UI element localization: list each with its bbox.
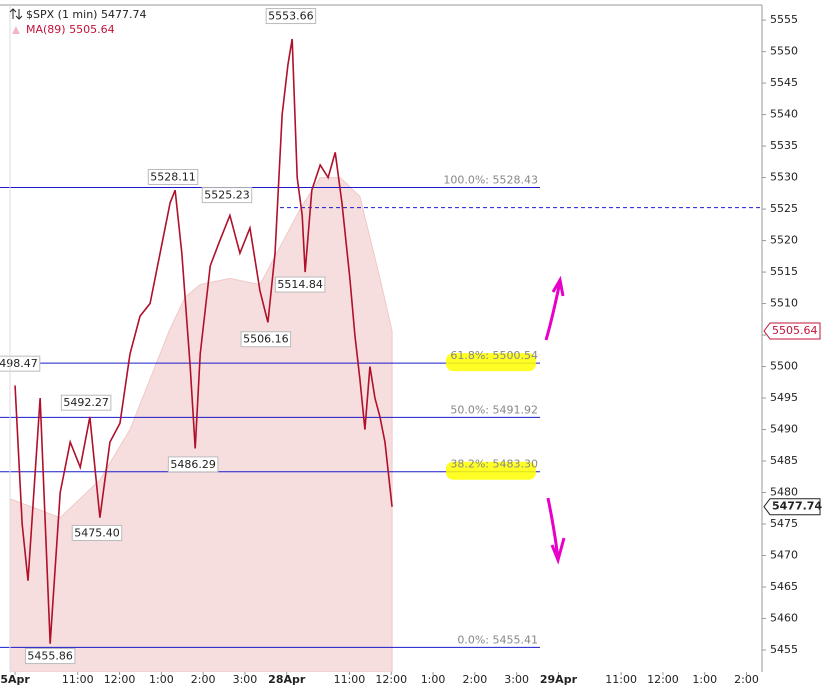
fib-label: 100.0%: 5528.43 xyxy=(443,173,538,186)
arrow-down xyxy=(546,497,566,565)
y-tick-label: 5500 xyxy=(770,360,798,373)
legend-icon xyxy=(9,8,23,20)
y-tick-label: 5520 xyxy=(770,234,798,247)
legend-value: 5477.74 xyxy=(101,8,147,21)
fib-label: 38.2%: 5483.30 xyxy=(450,458,538,471)
annotation-label: 5475.40 xyxy=(74,526,120,539)
y-tick-label: 5485 xyxy=(770,454,798,467)
annotation-label: 5492.27 xyxy=(63,396,109,409)
y-tick-label: 5540 xyxy=(770,108,798,121)
fib-label: 61.8%: 5500.54 xyxy=(450,349,538,362)
price-line xyxy=(14,38,393,644)
x-tick-label: 2:00 xyxy=(734,673,759,686)
legend-name: $SPX (1 min) xyxy=(26,8,97,21)
y-tick-label: 5545 xyxy=(770,76,798,89)
annotation-box xyxy=(24,648,76,665)
price-tag-box xyxy=(763,322,821,340)
y-tick-label: 5465 xyxy=(770,580,798,593)
axes: 5455 5460 5465 5470 5475 5480 5485 5490 5495 5500… xyxy=(0,13,822,686)
x-tick-label: 11:00 xyxy=(334,673,366,686)
annotation-box xyxy=(274,276,326,293)
annotation-box xyxy=(265,8,317,25)
annotation-label: 5553.66 xyxy=(268,10,314,23)
x-tick-label: 5Apr xyxy=(0,673,30,686)
y-tick-label: 5460 xyxy=(770,611,798,624)
y-tick-label: 5550 xyxy=(770,45,798,58)
annotation-box xyxy=(167,456,219,473)
x-tick-label: 28Apr xyxy=(268,673,306,686)
price-tag-box xyxy=(763,498,821,516)
price xyxy=(14,38,393,644)
annotation-label: 5525.23 xyxy=(204,189,250,202)
x-tick-label: 11:00 xyxy=(605,673,637,686)
y-tick-label: 5480 xyxy=(770,485,798,498)
annotation-label: 5506.16 xyxy=(243,333,289,346)
x-tick-label: 12:00 xyxy=(375,673,407,686)
x-tick-label: 1:00 xyxy=(421,673,446,686)
legend-value: 5505.64 xyxy=(69,23,115,36)
annotation-box xyxy=(71,524,123,541)
annotation-label: 5528.11 xyxy=(150,170,196,183)
price-tag: 5505.64 xyxy=(772,324,818,337)
x-tick-label: 1:00 xyxy=(692,673,717,686)
annotation-box xyxy=(60,394,112,411)
annotation-label: 5514.84 xyxy=(277,278,323,291)
legend-icon xyxy=(12,26,20,34)
y-tick-label: 5490 xyxy=(770,423,798,436)
x-tick-label: 2:00 xyxy=(191,673,216,686)
annotation-box xyxy=(147,168,199,185)
y-tick-label: 5495 xyxy=(770,391,798,404)
ma-area xyxy=(9,177,393,672)
y-tick-label: 5475 xyxy=(770,517,798,530)
fib-label: 50.0%: 5491.92 xyxy=(450,403,538,416)
highlight xyxy=(446,461,536,480)
levels: 100.0%: 5528.43 61.8%: 5500.54 50.0%: 5491… xyxy=(0,173,762,648)
legend-name: MA(89) xyxy=(26,23,66,36)
x-tick-label: 12:00 xyxy=(104,673,136,686)
y-tick-label: 5530 xyxy=(770,171,798,184)
highlight xyxy=(446,353,536,372)
legend: $SPX (1 min) 5477.74 MA(89) 5505.64 xyxy=(9,8,146,36)
x-tick-label: 2:00 xyxy=(462,673,487,686)
x-tick-label: 12:00 xyxy=(647,673,679,686)
y-tick-label: 5555 xyxy=(770,13,798,26)
legend-entry: MA(89) 5505.64 xyxy=(26,23,115,36)
y-tick-label: 5535 xyxy=(770,139,798,152)
annotations: 5553.66 5528.11 5525.23 5514.84 5506.16 5498.… xyxy=(0,8,326,665)
legend-entry: $SPX (1 min) 5477.74 xyxy=(26,8,146,21)
fib-label: 0.0%: 5455.41 xyxy=(457,633,538,646)
x-tick-label: 3:00 xyxy=(504,673,529,686)
x-tick-label: 1:00 xyxy=(149,673,174,686)
plot-area xyxy=(9,177,393,672)
x-tick-label: 29Apr xyxy=(540,673,578,686)
annotation-box xyxy=(201,187,253,204)
x-tick-label: 11:00 xyxy=(62,673,94,686)
annotation-label: 5486.29 xyxy=(170,458,216,471)
annotation-box xyxy=(240,331,292,348)
y-tick-label: 5470 xyxy=(770,548,798,561)
y-tick-label: 5455 xyxy=(770,643,798,656)
y-tick-label: 5525 xyxy=(770,202,798,215)
y-tick-label: 5515 xyxy=(770,265,798,278)
x-tick-label: 3:00 xyxy=(233,673,258,686)
price-tag: 5477.74 xyxy=(772,500,822,513)
y-tick-label: 5510 xyxy=(770,297,798,310)
annotation-label: 5498.47 xyxy=(0,357,38,370)
annotation-label: 5455.86 xyxy=(27,650,73,663)
arrow-up xyxy=(544,275,565,341)
